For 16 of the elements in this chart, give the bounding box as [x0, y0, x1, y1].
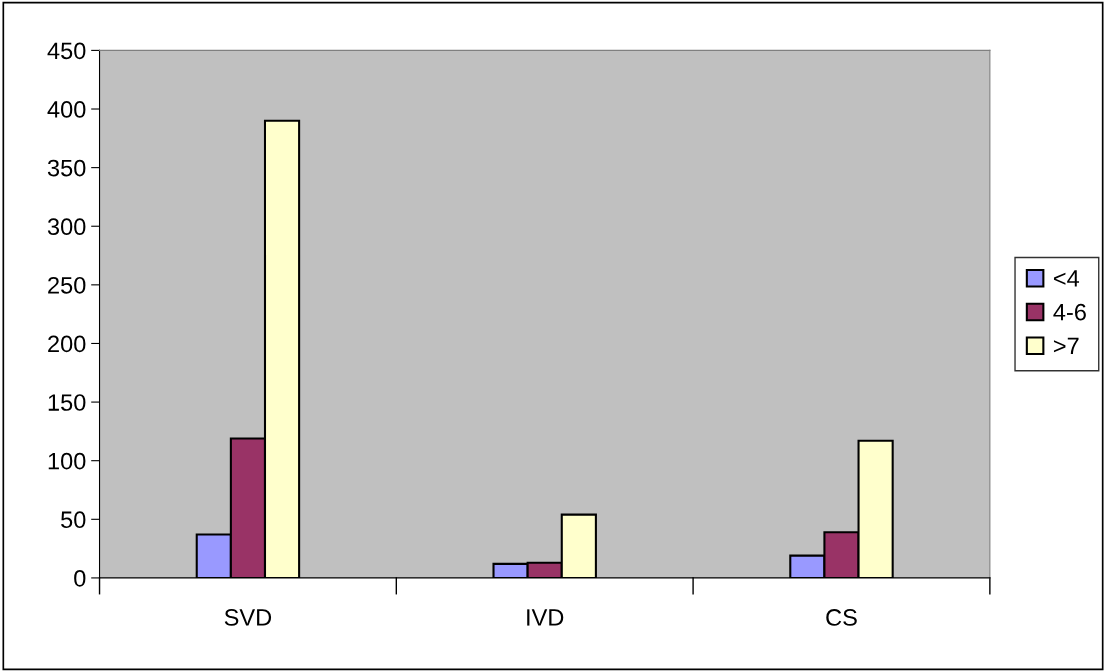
y-tick-label: 100	[48, 452, 86, 470]
legend-label: >7	[1053, 337, 1079, 355]
y-tick-label: 150	[48, 394, 86, 411]
y-tick-label: 450	[47, 42, 86, 60]
y-tick-label: 50	[61, 511, 86, 529]
y-tick-label: 200	[48, 335, 86, 353]
y-tick-label: 300	[47, 218, 86, 236]
legend-label: 4-6	[1053, 303, 1086, 321]
y-tick-label: 350	[47, 159, 86, 177]
x-tick-label: SVD	[224, 609, 272, 626]
y-tick-label: 400	[47, 101, 86, 118]
x-tick-label: IVD	[527, 609, 564, 626]
x-tick-label: CS	[826, 609, 857, 626]
y-tick-label: 0	[74, 569, 86, 587]
legend-label: <4	[1053, 270, 1080, 287]
y-tick-label: 250	[48, 276, 86, 294]
